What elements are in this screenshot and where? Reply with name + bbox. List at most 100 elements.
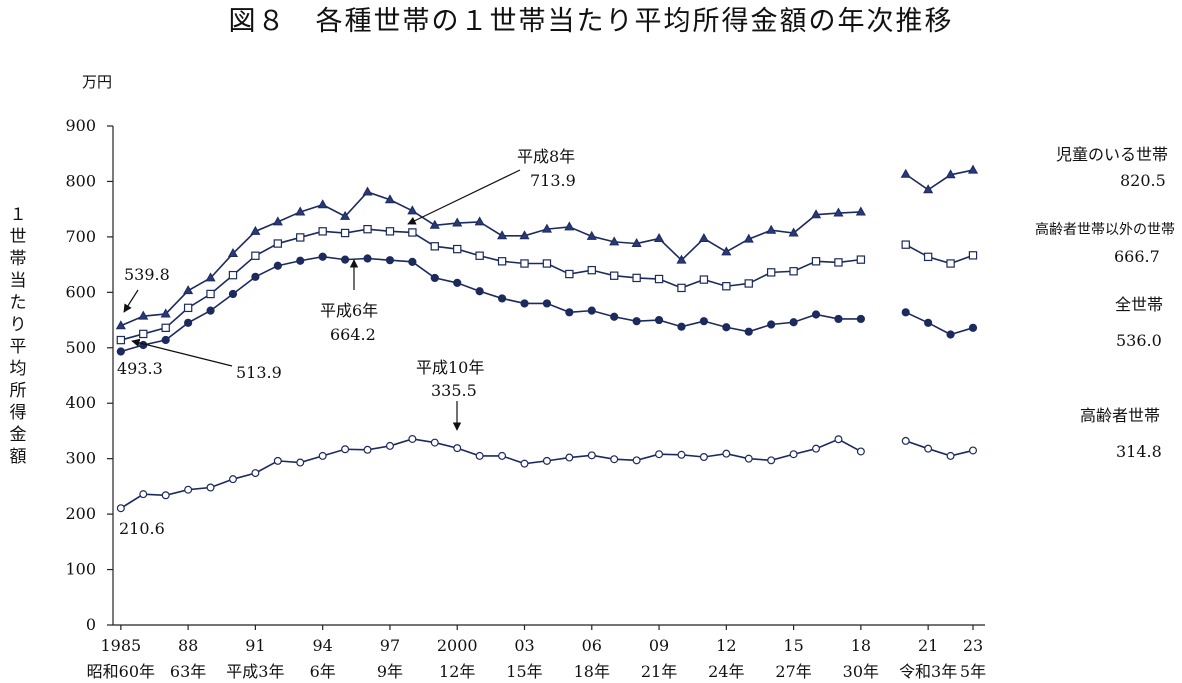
data-point — [745, 328, 752, 335]
data-point — [924, 185, 932, 193]
data-point — [498, 258, 505, 265]
x-tick-label-era: 21年 — [641, 662, 677, 681]
data-point — [207, 290, 214, 297]
data-point — [341, 256, 348, 263]
data-point — [655, 275, 662, 282]
data-point — [969, 252, 976, 259]
data-point — [947, 260, 954, 267]
series-circle-filled — [117, 253, 976, 355]
data-point — [409, 436, 416, 443]
x-tick-label-era: 平成3年 — [226, 662, 284, 681]
data-point — [857, 256, 864, 263]
data-point — [588, 307, 595, 314]
data-point — [857, 315, 864, 322]
data-point — [565, 222, 573, 230]
series-line — [906, 312, 973, 334]
income-trend-chart: 図８ 各種世帯の１世帯当たり平均所得金額の年次推移 万円 １世帯当たり平均所得金… — [0, 0, 1182, 683]
data-point — [655, 316, 662, 323]
data-point — [700, 454, 707, 461]
data-point — [274, 240, 281, 247]
data-point — [297, 459, 304, 466]
annot-713-9: 713.9 — [530, 171, 576, 190]
arrow-539-8 — [124, 290, 138, 312]
data-point — [633, 457, 640, 464]
x-tick-label-era: 27年 — [775, 662, 811, 681]
series-circle-open — [117, 436, 976, 512]
data-point — [790, 319, 797, 326]
y-tick-label: 300 — [65, 449, 96, 468]
data-point — [611, 456, 618, 463]
y-tick-label: 100 — [65, 560, 96, 579]
data-point — [476, 452, 483, 459]
series-lines — [117, 166, 978, 512]
data-point — [364, 226, 371, 233]
data-point — [902, 438, 909, 445]
data-point — [499, 452, 506, 459]
series-line — [121, 439, 861, 508]
x-tick-label-year: 12 — [716, 636, 736, 655]
y-tick-label: 800 — [65, 171, 96, 190]
data-point — [902, 309, 909, 316]
data-point — [969, 324, 976, 331]
data-point — [521, 260, 528, 267]
data-point — [521, 460, 528, 467]
data-point — [566, 454, 573, 461]
data-point — [364, 446, 371, 453]
data-point — [700, 276, 707, 283]
data-point — [274, 457, 281, 464]
data-point — [431, 243, 438, 250]
annot-heisei8-label: 平成8年 — [517, 147, 575, 166]
data-point — [431, 439, 438, 446]
unit-label: 万円 — [82, 73, 112, 91]
x-tick-label-year: 15 — [783, 636, 803, 655]
data-point — [498, 295, 505, 302]
data-point — [902, 170, 910, 178]
annot-513-9: 513.9 — [236, 363, 282, 382]
x-tick-label-era: 令和3年 — [899, 662, 957, 681]
legend-all-households: 全世帯 — [1115, 295, 1163, 314]
data-point — [835, 436, 842, 443]
data-point — [544, 457, 551, 464]
data-point — [835, 259, 842, 266]
x-tick-label-era: 63年 — [170, 662, 206, 681]
legend-non-elderly-households: 高齢者世帯以外の世帯 — [1035, 221, 1175, 238]
data-point — [229, 272, 236, 279]
data-point — [633, 274, 640, 281]
x-tick-label-year: 03 — [514, 636, 534, 655]
data-point — [363, 187, 371, 195]
data-point — [431, 274, 438, 281]
data-point — [342, 446, 349, 453]
annot-820-5: 820.5 — [1120, 171, 1166, 190]
data-point — [566, 309, 573, 316]
data-point — [409, 258, 416, 265]
data-point — [319, 228, 326, 235]
data-point — [252, 252, 259, 259]
chart-title: 図８ 各種世帯の１世帯当たり平均所得金額の年次推移 — [229, 6, 954, 37]
data-point — [140, 330, 147, 337]
data-point — [364, 255, 371, 262]
annot-666-7: 666.7 — [1114, 247, 1160, 266]
data-point — [229, 290, 236, 297]
data-point — [768, 321, 775, 328]
data-point — [588, 267, 595, 274]
x-tick-label-era: 昭和60年 — [87, 662, 155, 681]
data-point — [475, 217, 483, 225]
data-point — [611, 272, 618, 279]
data-point — [319, 452, 326, 459]
legend-children-households: 児童のいる世帯 — [1056, 145, 1168, 164]
data-point — [700, 234, 708, 242]
data-point — [678, 284, 685, 291]
annot-664-2: 664.2 — [330, 325, 376, 344]
data-point — [768, 457, 775, 464]
data-point — [162, 324, 169, 331]
annot-heisei6-label: 平成6年 — [320, 301, 378, 320]
data-point — [790, 268, 797, 275]
data-point — [184, 286, 192, 294]
x-tick-label-year: 18 — [851, 636, 871, 655]
data-point — [925, 445, 932, 452]
data-point — [633, 318, 640, 325]
annot-536-0: 536.0 — [1116, 331, 1162, 350]
data-point — [454, 445, 461, 452]
y-axis-label: １世帯当たり平均所得金額 — [10, 205, 27, 467]
data-point — [185, 304, 192, 311]
